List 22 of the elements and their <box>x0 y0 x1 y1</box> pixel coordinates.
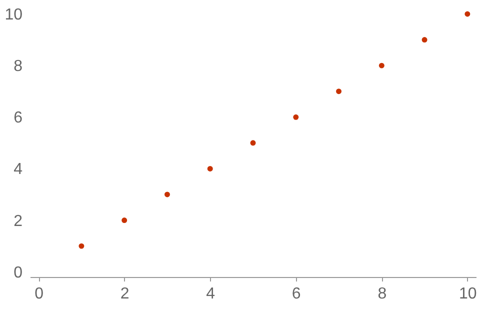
point <box>336 88 342 94</box>
x-tick-label: 2 <box>120 286 130 302</box>
point <box>378 62 384 68</box>
point <box>250 140 256 146</box>
x-tick-label: 4 <box>206 286 216 302</box>
y-tick-label: 10 <box>4 6 23 24</box>
point <box>122 218 128 224</box>
x-tick-label: 8 <box>378 286 387 302</box>
point <box>207 166 213 172</box>
y-tick-label: 6 <box>14 110 23 127</box>
y-tick-label: 4 <box>14 161 23 178</box>
x-tick-label: 6 <box>292 286 301 302</box>
point <box>78 243 84 249</box>
point <box>293 114 299 120</box>
x-tick-label: 0 <box>34 286 44 302</box>
x-tick-label: 10 <box>459 286 477 302</box>
point <box>464 11 470 17</box>
y-tick-label: 2 <box>14 212 23 230</box>
y-tick-label: 8 <box>14 58 23 76</box>
point <box>422 37 428 43</box>
point <box>164 192 170 198</box>
y-tick-label: 0 <box>14 264 23 282</box>
